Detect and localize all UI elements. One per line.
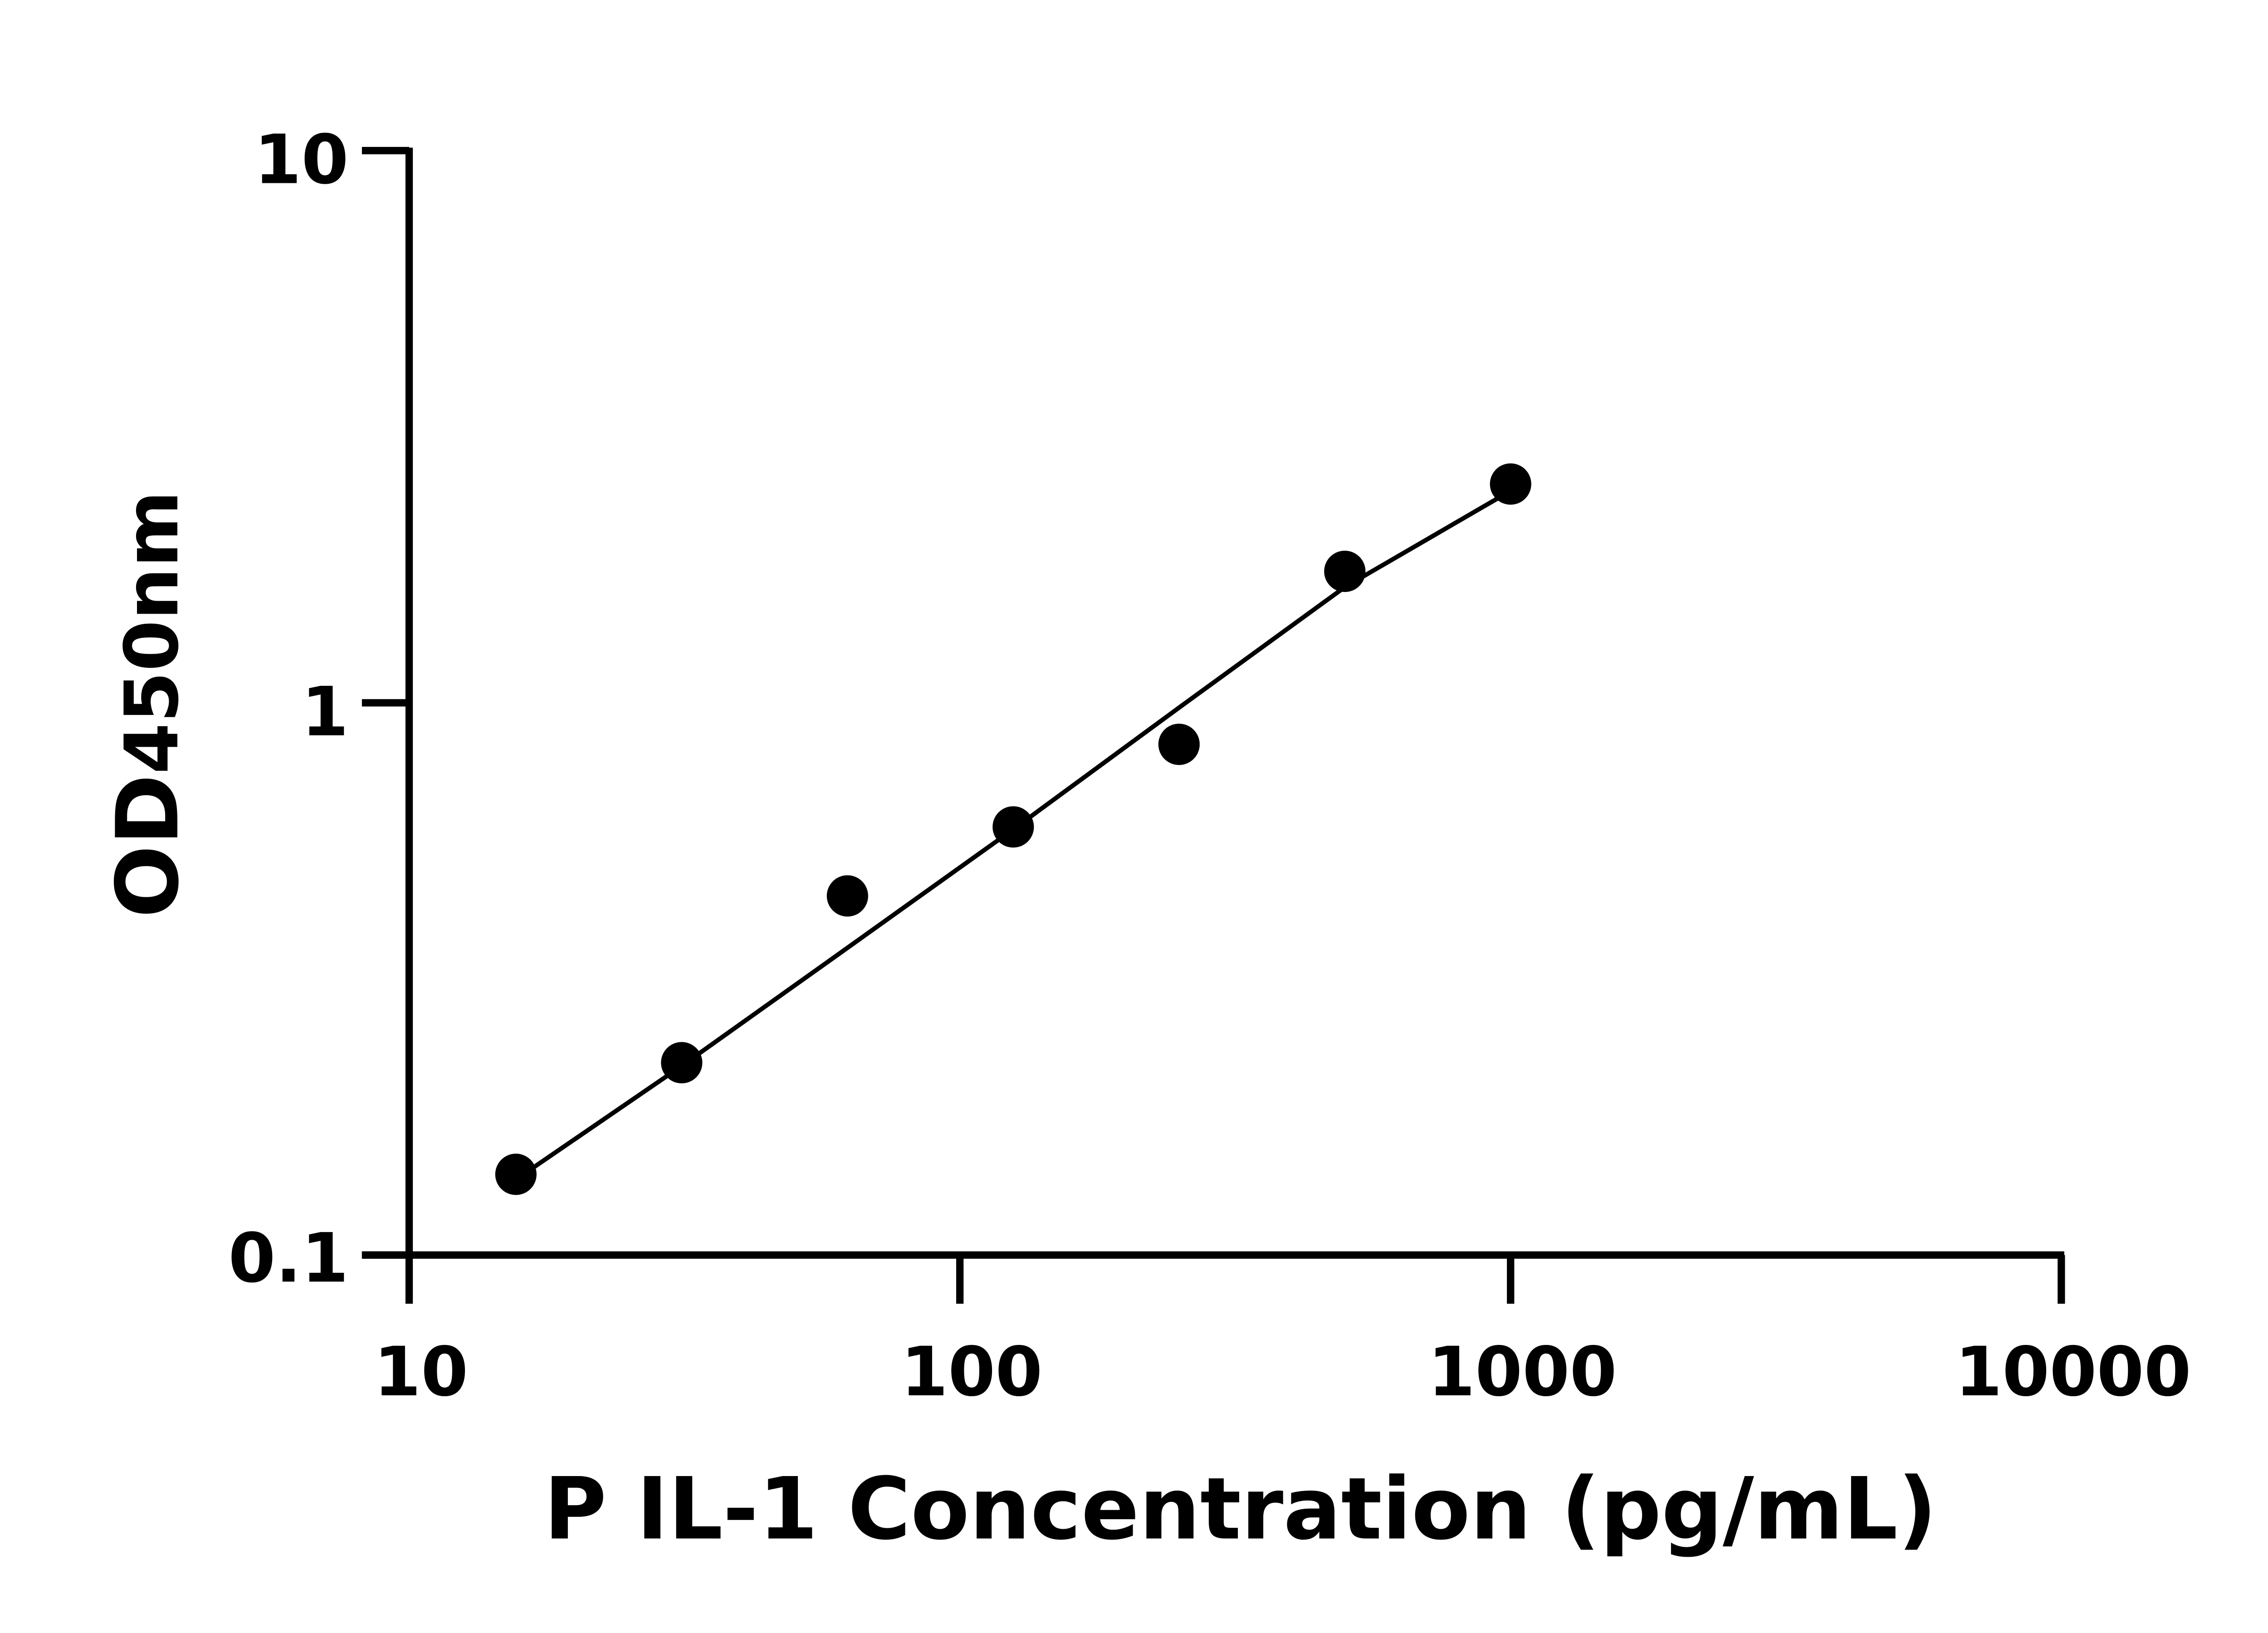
axes	[362, 147, 2064, 1259]
x-tick-label: 100	[901, 1333, 1043, 1412]
data-point	[495, 1154, 537, 1195]
data-point	[661, 1042, 703, 1084]
y-tick-label: 10	[254, 121, 348, 200]
data-point	[992, 806, 1034, 848]
x-tick-label: 1000	[1428, 1333, 1617, 1412]
data-point	[1490, 463, 1531, 505]
x-axis-title: P IL-1 Concentration (pg/mL)	[544, 1459, 1937, 1559]
y-axis-title-sub: 450nm	[109, 490, 195, 774]
data-point	[826, 875, 868, 917]
data-point	[1158, 724, 1200, 765]
y-tick-label: 1	[301, 673, 348, 752]
x-tick-label: 10000	[1955, 1333, 2191, 1412]
y-tick-label: 0.1	[228, 1219, 348, 1298]
y-axis-title-main: OD	[98, 774, 198, 918]
data-point	[1324, 551, 1366, 592]
x-tick-label: 10	[374, 1333, 468, 1412]
y-axis-title: OD450nm	[98, 490, 198, 918]
